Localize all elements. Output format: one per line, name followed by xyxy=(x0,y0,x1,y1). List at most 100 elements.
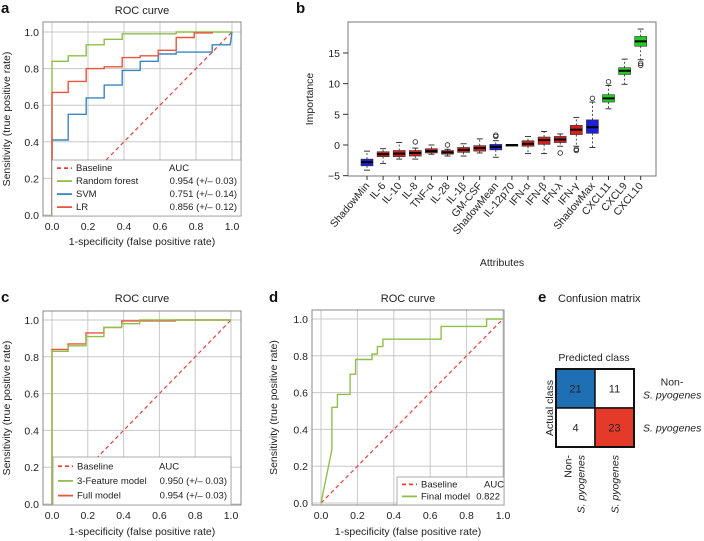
outlier-point xyxy=(605,79,612,85)
panel-letter-d: d xyxy=(269,289,278,306)
box-cxcl10 xyxy=(634,28,648,68)
cm-cell-value: 23 xyxy=(608,423,620,435)
box-ifn- xyxy=(553,133,567,156)
box-shadowmean xyxy=(489,132,503,158)
x-tick-label: 0.4 xyxy=(386,510,401,522)
y-tick-label: 0.6 xyxy=(24,389,39,401)
series-line-random-forest xyxy=(51,31,232,215)
legend-header: AUC xyxy=(484,479,504,490)
y-tick-label: 0.0 xyxy=(24,499,39,511)
x-tick-label: 0.8 xyxy=(189,221,204,233)
legend-auc: 0.856 (+/– 0.12) xyxy=(170,202,237,213)
panel-b: b−5051015ImportanceAttributesShadowMinIL… xyxy=(296,0,657,269)
x-tick-label: 0.6 xyxy=(152,510,167,522)
box-tnf- xyxy=(425,144,438,155)
y-tick-label: 0.4 xyxy=(24,137,39,149)
series-line-baseline xyxy=(320,318,504,504)
legend-box xyxy=(52,456,232,506)
legend-label: SVM xyxy=(76,189,97,200)
row-label: S. pyogenes xyxy=(643,423,702,435)
x-tick-label: 0.4 xyxy=(117,221,132,233)
y-axis-label: Sensitivity (true positive rate) xyxy=(1,52,13,187)
y-tick-label: 0.0 xyxy=(24,210,39,222)
outlier-point xyxy=(638,60,644,67)
y-axis-label: Sensitivity (true positive rate) xyxy=(268,340,280,475)
series-line-3-feature-model xyxy=(51,319,231,504)
col-label: Non- xyxy=(563,455,575,478)
cm-border xyxy=(555,368,635,448)
legend-auc: 0.954 (+/– 0.03) xyxy=(160,491,227,502)
legend-label: Baseline xyxy=(76,163,112,174)
cm-cell-value: 4 xyxy=(572,423,578,435)
row-label: S. pyogenes xyxy=(643,390,702,402)
legend-auc: 0.751 (+/– 0.14) xyxy=(170,189,237,200)
series-line-lr xyxy=(51,32,213,215)
y-tick-label: 0.8 xyxy=(293,351,308,363)
chart-title: ROC curve xyxy=(381,293,435,305)
x-tick-label: 0.6 xyxy=(153,221,168,233)
box-il-6 xyxy=(376,148,390,164)
cm-cell xyxy=(594,407,635,448)
panel-c: c ROC curve 0.0 0.2 0.4 0.6 0.8 1.0 0.0 0.2 0.4 0.6… xyxy=(1,289,242,538)
y-tick-label: 0.2 xyxy=(24,462,39,474)
y-tick-label: −5 xyxy=(328,171,340,183)
cm-cell-value: 11 xyxy=(609,384,620,396)
box-ifn- xyxy=(569,116,583,154)
legend-auc: 0.822 xyxy=(476,491,500,502)
y-tick-label: 0.2 xyxy=(293,461,308,473)
x-tick-label: 0.2 xyxy=(81,221,96,233)
plot-frame xyxy=(347,21,657,177)
col-label: S. pyogenes xyxy=(576,454,588,513)
legend-label: Random forest xyxy=(76,176,139,187)
x-tick-label: 0.4 xyxy=(116,510,131,522)
y-tick-label: 10 xyxy=(328,79,340,91)
box-il-1- xyxy=(457,143,470,157)
legend-label: Final model xyxy=(421,491,470,502)
y-tick-label: 0.4 xyxy=(24,425,39,437)
x-tick-label: 0.6 xyxy=(423,510,438,522)
outlier-point xyxy=(573,147,579,154)
legend-label: Full model xyxy=(77,491,121,502)
panel-d: d ROC curve 0.0 0.2 0.4 0.6 0.8 1.0 0.0 0.2 0.4 0.6… xyxy=(268,289,510,538)
cm-cell-value: 21 xyxy=(569,384,581,396)
x-axis-label: Attributes xyxy=(480,257,524,269)
box-ifn- xyxy=(521,135,535,155)
x-tick-label: 0.8 xyxy=(459,510,474,522)
legend-box xyxy=(396,476,505,506)
x-tick-label: 0.2 xyxy=(350,510,365,522)
x-tick-label: 1.0 xyxy=(496,510,511,522)
y-tick-label: 1.0 xyxy=(24,315,39,327)
y-tick-label: 0.2 xyxy=(24,173,39,185)
x-axis-label: 1-specificity (false positive rate) xyxy=(69,236,215,248)
panel-e: e Confusion matrix Predicted class Actual c… xyxy=(538,289,702,513)
box-shadowmin xyxy=(360,150,374,171)
series-line-final-model xyxy=(320,318,503,504)
x-tick-label: 0.0 xyxy=(314,510,329,522)
outlier-point xyxy=(493,132,499,138)
predicted-class-label: Predicted class xyxy=(558,352,629,364)
box-il-10 xyxy=(392,142,406,160)
y-tick-label: 0.6 xyxy=(293,388,308,400)
legend-auc: 0.954 (+/– 0.03) xyxy=(170,176,237,187)
box-ifn- xyxy=(537,131,551,155)
outlier-point xyxy=(638,62,644,68)
y-tick-label: 0.4 xyxy=(293,424,308,436)
series-line-svm xyxy=(51,31,233,215)
y-axis-label: Sensitivity (true positive rate) xyxy=(1,341,13,476)
panel-letter-b: b xyxy=(296,0,305,17)
chart-title: ROC curve xyxy=(115,293,169,305)
x-tick-label: 0.2 xyxy=(80,510,95,522)
chart-title: ROC curve xyxy=(115,5,169,17)
x-tick-label: 0.8 xyxy=(188,510,203,522)
box-cxcl11 xyxy=(602,79,615,110)
legend-auc: 0.950 (+/– 0.03) xyxy=(160,476,227,487)
outlier-point xyxy=(589,95,596,102)
y-tick-label: 15 xyxy=(328,48,340,60)
y-tick-label: 1.0 xyxy=(293,314,308,326)
legend-label: 3-Feature model xyxy=(77,476,147,487)
x-tick-label: 0.0 xyxy=(45,510,60,522)
y-tick-label: 0.6 xyxy=(24,100,39,112)
x-axis-label: 1-specificity (false positive rate) xyxy=(335,526,481,538)
y-tick-label: 5 xyxy=(334,109,340,121)
